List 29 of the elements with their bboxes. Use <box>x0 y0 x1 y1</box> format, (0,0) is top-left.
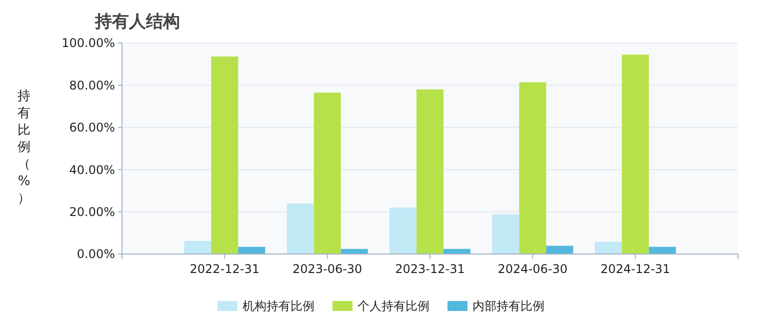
y-tick-label: 60.00% <box>69 120 115 135</box>
x-tick-label: 2024-06-30 <box>498 262 568 276</box>
bar <box>286 204 314 254</box>
legend-label: 机构持有比例 <box>242 299 314 314</box>
legend-label: 个人持有比例 <box>358 299 430 314</box>
x-tick-label: 2023-12-31 <box>395 262 465 276</box>
bar <box>546 246 574 254</box>
bar <box>211 56 238 254</box>
bar <box>416 89 444 254</box>
bar <box>184 240 212 254</box>
y-tick-label: 80.00% <box>69 78 115 92</box>
bar <box>622 54 649 254</box>
x-tick-label: 2022-12-31 <box>190 262 260 276</box>
y-tick-label: 40.00% <box>69 162 115 177</box>
bar <box>594 242 622 254</box>
y-tick-label: 20.00% <box>69 205 115 219</box>
y-axis-title: 持有比例（%） <box>18 89 30 206</box>
bar <box>314 92 341 254</box>
bar <box>648 246 676 254</box>
bar <box>519 82 546 254</box>
x-tick-label: 2024-12-31 <box>600 262 670 276</box>
x-tick-label: 2023-06-30 <box>292 262 362 276</box>
bar <box>238 246 266 254</box>
legend-label: 内部持有比例 <box>472 299 544 314</box>
bar <box>390 208 416 254</box>
chart-title: 持有人结构 <box>94 12 180 32</box>
y-tick-label: 100.00% <box>62 36 115 50</box>
y-tick-label: 0.00% <box>76 247 115 262</box>
bar <box>492 214 520 254</box>
